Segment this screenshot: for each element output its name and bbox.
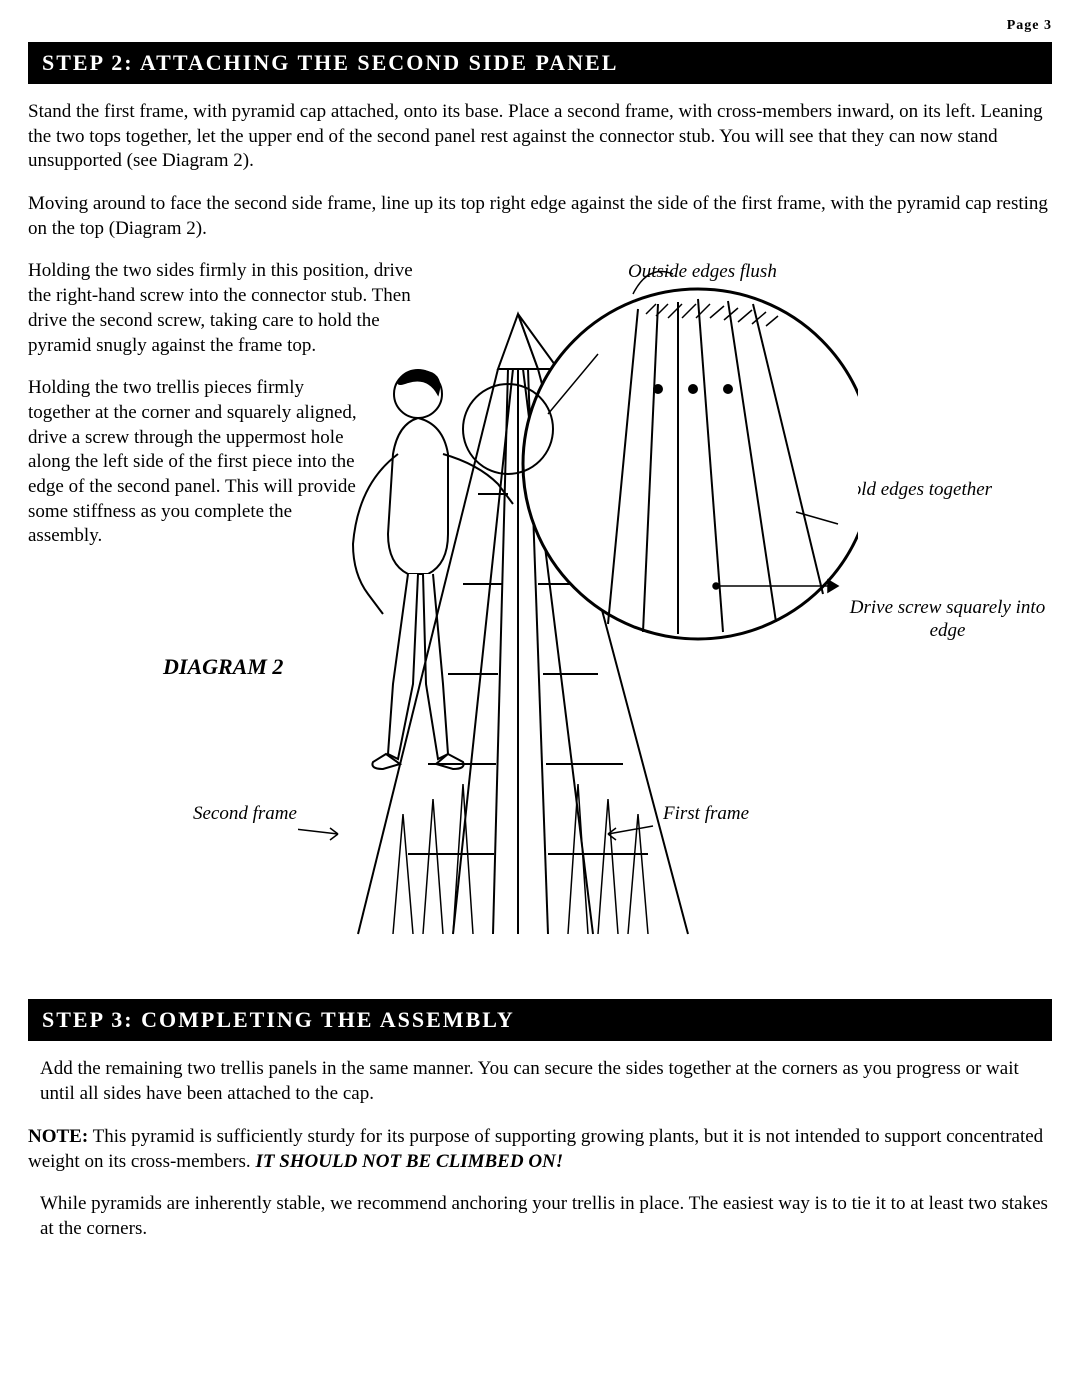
step3-paragraph-3: While pyramids are inherently stable, we… [28, 1192, 1052, 1241]
step2-paragraph-1: Stand the first frame, with pyramid cap … [28, 100, 1052, 174]
step2-paragraph-2: Moving around to face the second side fr… [28, 192, 1052, 241]
step2-header: STEP 2: ATTACHING THE SECOND SIDE PANEL [28, 42, 1052, 84]
step3-note: NOTE: This pyramid is sufficiently sturd… [28, 1125, 1052, 1174]
label-hold-edges: Hold edges together [838, 479, 992, 502]
label-second-frame: Second frame [193, 803, 297, 826]
label-drive-screw: Drive screw squarely into edge [843, 597, 1052, 643]
diagram-title: DIAGRAM 2 [163, 654, 283, 680]
diagram-area: Holding the two sides firmly in this pos… [28, 259, 1052, 979]
note-label: NOTE: [28, 1126, 88, 1147]
step3-paragraph-1: Add the remaining two trellis panels in … [28, 1057, 1052, 1106]
diagram-illustration [298, 254, 858, 974]
note-warning: IT SHOULD NOT BE CLIMBED ON! [255, 1151, 563, 1172]
step3-header: STEP 3: COMPLETING THE ASSEMBLY [28, 999, 1052, 1041]
page-number: Page 3 [28, 18, 1052, 34]
